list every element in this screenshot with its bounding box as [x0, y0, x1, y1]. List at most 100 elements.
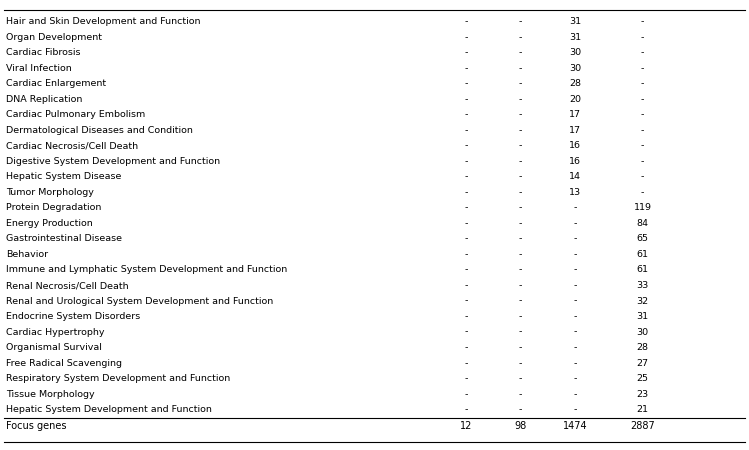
Text: 23: 23 — [637, 390, 649, 399]
Text: Cardiac Fibrosis: Cardiac Fibrosis — [6, 48, 80, 57]
Text: 21: 21 — [637, 405, 649, 414]
Text: Cardiac Hypertrophy: Cardiac Hypertrophy — [6, 328, 105, 337]
Text: -: - — [519, 297, 522, 306]
Text: -: - — [574, 219, 577, 228]
Text: -: - — [519, 126, 522, 135]
Text: -: - — [641, 95, 644, 104]
Text: 98: 98 — [515, 421, 527, 431]
Text: Dermatological Diseases and Condition: Dermatological Diseases and Condition — [6, 126, 192, 135]
Text: -: - — [464, 172, 467, 181]
Text: -: - — [464, 126, 467, 135]
Text: -: - — [574, 297, 577, 306]
Text: -: - — [574, 281, 577, 290]
Text: -: - — [464, 328, 467, 337]
Text: -: - — [464, 359, 467, 368]
Text: -: - — [574, 266, 577, 274]
Text: DNA Replication: DNA Replication — [6, 95, 82, 104]
Text: -: - — [574, 312, 577, 321]
Text: 17: 17 — [569, 126, 581, 135]
Text: -: - — [641, 48, 644, 57]
Text: -: - — [519, 48, 522, 57]
Text: Hepatic System Development and Function: Hepatic System Development and Function — [6, 405, 212, 414]
Text: Renal Necrosis/Cell Death: Renal Necrosis/Cell Death — [6, 281, 129, 290]
Text: -: - — [574, 405, 577, 414]
Text: -: - — [574, 234, 577, 243]
Text: -: - — [641, 33, 644, 42]
Text: Hepatic System Disease: Hepatic System Disease — [6, 172, 121, 181]
Text: -: - — [519, 141, 522, 150]
Text: 13: 13 — [569, 188, 581, 197]
Text: 30: 30 — [637, 328, 649, 337]
Text: -: - — [574, 250, 577, 259]
Text: -: - — [464, 110, 467, 119]
Text: -: - — [641, 141, 644, 150]
Text: -: - — [519, 281, 522, 290]
Text: -: - — [519, 17, 522, 26]
Text: -: - — [464, 203, 467, 212]
Text: 33: 33 — [637, 281, 649, 290]
Text: -: - — [519, 374, 522, 383]
Text: -: - — [464, 219, 467, 228]
Text: -: - — [464, 405, 467, 414]
Text: -: - — [519, 188, 522, 197]
Text: Cardiac Necrosis/Cell Death: Cardiac Necrosis/Cell Death — [6, 141, 138, 150]
Text: Cardiac Pulmonary Embolism: Cardiac Pulmonary Embolism — [6, 110, 145, 119]
Text: 20: 20 — [569, 95, 581, 104]
Text: -: - — [519, 250, 522, 259]
Text: -: - — [464, 17, 467, 26]
Text: Respiratory System Development and Function: Respiratory System Development and Funct… — [6, 374, 230, 383]
Text: -: - — [641, 79, 644, 88]
Text: -: - — [464, 234, 467, 243]
Text: -: - — [574, 328, 577, 337]
Text: -: - — [519, 203, 522, 212]
Text: 16: 16 — [569, 157, 581, 166]
Text: Hair and Skin Development and Function: Hair and Skin Development and Function — [6, 17, 201, 26]
Text: -: - — [519, 312, 522, 321]
Text: -: - — [519, 405, 522, 414]
Text: -: - — [641, 110, 644, 119]
Text: -: - — [519, 328, 522, 337]
Text: Gastrointestinal Disease: Gastrointestinal Disease — [6, 234, 122, 243]
Text: -: - — [574, 374, 577, 383]
Text: -: - — [464, 343, 467, 352]
Text: Endocrine System Disorders: Endocrine System Disorders — [6, 312, 140, 321]
Text: Digestive System Development and Function: Digestive System Development and Functio… — [6, 157, 220, 166]
Text: 1474: 1474 — [563, 421, 587, 431]
Text: -: - — [519, 266, 522, 274]
Text: 27: 27 — [637, 359, 649, 368]
Text: 25: 25 — [637, 374, 649, 383]
Text: -: - — [519, 343, 522, 352]
Text: 61: 61 — [637, 250, 649, 259]
Text: Viral Infection: Viral Infection — [6, 64, 72, 72]
Text: -: - — [519, 390, 522, 399]
Text: -: - — [464, 79, 467, 88]
Text: Organismal Survival: Organismal Survival — [6, 343, 102, 352]
Text: -: - — [464, 188, 467, 197]
Text: -: - — [519, 110, 522, 119]
Text: Energy Production: Energy Production — [6, 219, 93, 228]
Text: -: - — [519, 359, 522, 368]
Text: -: - — [519, 64, 522, 72]
Text: 61: 61 — [637, 266, 649, 274]
Text: 12: 12 — [460, 421, 472, 431]
Text: 119: 119 — [634, 203, 652, 212]
Text: 28: 28 — [637, 343, 649, 352]
Text: -: - — [519, 234, 522, 243]
Text: -: - — [464, 312, 467, 321]
Text: Tissue Morphology: Tissue Morphology — [6, 390, 94, 399]
Text: -: - — [464, 141, 467, 150]
Text: 32: 32 — [637, 297, 649, 306]
Text: 31: 31 — [569, 17, 581, 26]
Text: 14: 14 — [569, 172, 581, 181]
Text: -: - — [464, 266, 467, 274]
Text: 17: 17 — [569, 110, 581, 119]
Text: -: - — [519, 33, 522, 42]
Text: -: - — [464, 297, 467, 306]
Text: -: - — [464, 157, 467, 166]
Text: Immune and Lymphatic System Development and Function: Immune and Lymphatic System Development … — [6, 266, 288, 274]
Text: -: - — [464, 390, 467, 399]
Text: -: - — [464, 33, 467, 42]
Text: -: - — [574, 203, 577, 212]
Text: Protein Degradation: Protein Degradation — [6, 203, 101, 212]
Text: -: - — [464, 250, 467, 259]
